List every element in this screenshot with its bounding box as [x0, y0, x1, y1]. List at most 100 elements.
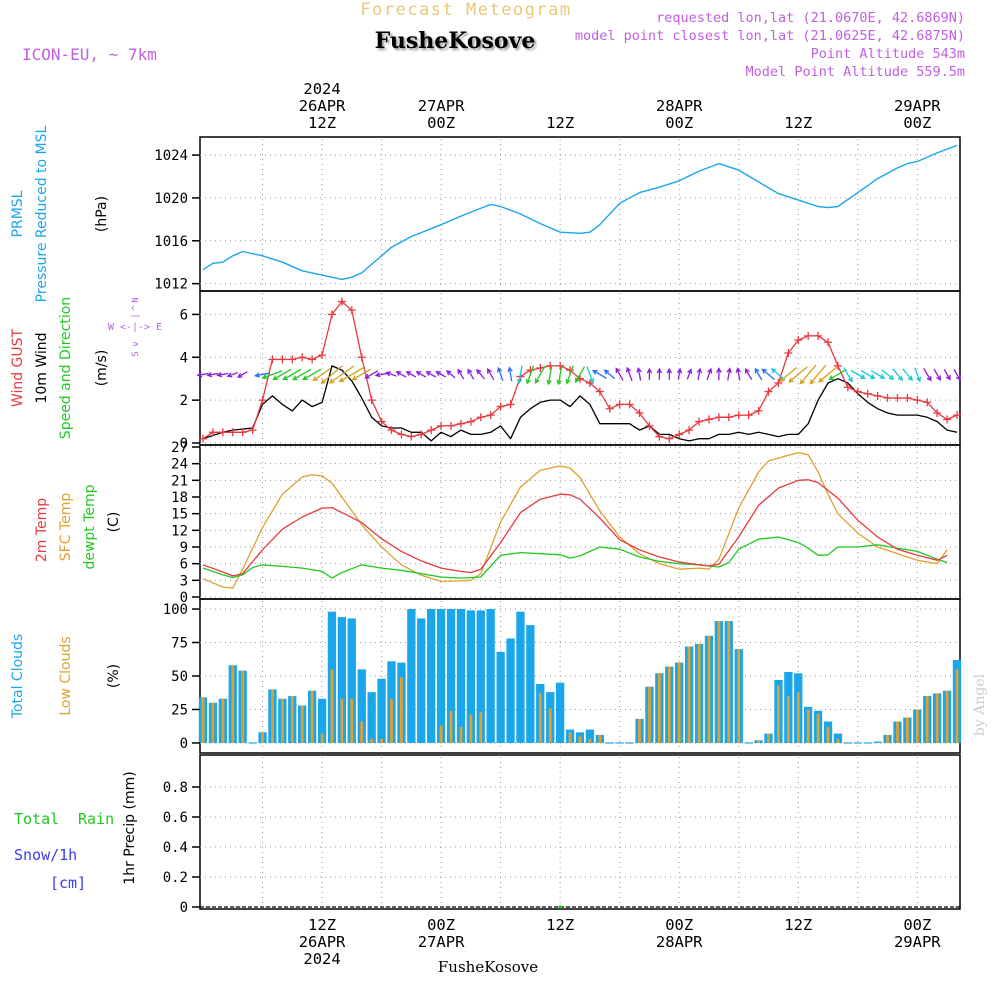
low-cloud-bar	[648, 686, 651, 743]
y-tick-label: 6	[180, 557, 188, 573]
low-cloud-bar	[350, 698, 354, 743]
low-cloud-bar	[796, 692, 800, 743]
low-cloud-bar	[231, 665, 235, 743]
wind-gust-marker	[486, 411, 495, 420]
wind-direction-arrow	[338, 366, 365, 383]
wind-gust-marker	[546, 361, 555, 370]
low-cloud-bar	[737, 649, 741, 743]
low-cloud-bar	[836, 738, 840, 743]
cloud-labels: Total Clouds Low Clouds (%) by Angel	[10, 634, 988, 736]
bottom-time-label: 12Z	[308, 916, 336, 934]
wind-gust-marker	[903, 394, 912, 402]
low-cloud-bar	[310, 690, 314, 743]
wind-gust-marker	[397, 430, 406, 439]
low-cloud-bar	[906, 717, 909, 743]
y-tick-label: 1020	[154, 191, 188, 207]
low-cloud-bar	[459, 726, 463, 743]
y-axis-ticks: 1012101610201024024603691215182124270255…	[154, 148, 200, 916]
wind-direction-arrow	[546, 364, 553, 386]
wind-gust-marker	[843, 383, 852, 392]
top-time-label: 12Z	[308, 114, 336, 132]
wind-direction-arrow	[902, 368, 913, 382]
total-cloud-bar	[407, 609, 416, 743]
top-time-label: 27APR	[418, 97, 465, 115]
wind-direction-arrow	[261, 370, 283, 380]
wind-direction-arrow	[770, 368, 786, 381]
y-tick-label: 75	[171, 636, 188, 652]
wind-gust-marker	[675, 430, 684, 439]
precip-unit: 1hr Precip (mm)	[122, 771, 138, 884]
low-cloud-bar	[826, 726, 830, 743]
y-tick-label: 0	[180, 736, 188, 752]
wind-direction-arrow	[726, 367, 732, 381]
wind-direction-arrow	[328, 365, 355, 384]
wind-gust-marker	[754, 406, 763, 415]
wind-direction-arrow	[556, 364, 563, 386]
wind-direction-arrow	[744, 368, 753, 381]
rain-marker	[558, 905, 562, 909]
low-cloud-bar	[707, 635, 711, 743]
wind-gust-marker	[357, 353, 366, 362]
bottom-time-label: 12Z	[784, 916, 812, 934]
snow-label: Snow/1h	[14, 846, 77, 864]
wind-direction-arrow	[696, 367, 703, 381]
low-cloud-bar	[290, 696, 294, 743]
total-cloud-bar	[486, 609, 495, 743]
total-cloud-bar	[466, 610, 475, 743]
y-tick-label: 0.6	[163, 810, 188, 826]
bottom-time-label: 00Z	[665, 916, 693, 934]
top-time-label: 28APR	[656, 97, 703, 115]
wind-gust-marker	[238, 428, 247, 437]
low-cloud-bar	[955, 669, 959, 743]
top-time-label: 26APR	[299, 97, 346, 115]
wind-gust-marker	[913, 396, 922, 405]
low-cloud-bar	[578, 736, 582, 743]
top-time-label: 00Z	[665, 114, 693, 132]
wind-gust-marker	[506, 400, 515, 409]
wind-gust-marker	[744, 411, 753, 420]
bottom-time-label: 00Z	[903, 916, 931, 934]
wind-gust-line	[202, 300, 958, 440]
wind-gust-marker	[635, 409, 644, 417]
wind-direction-arrow	[525, 365, 535, 385]
low-cloud-bar	[727, 621, 731, 743]
low-cloud-bar	[241, 670, 245, 743]
wind-direction-arrow	[754, 367, 763, 381]
low-cloud-bar	[300, 705, 304, 743]
wind-gust-marker	[734, 411, 743, 420]
low-cloud-bar	[201, 697, 205, 743]
low-cloud-bar	[469, 714, 473, 743]
y-tick-label: 50	[171, 669, 188, 685]
wind-gust-marker	[268, 355, 277, 364]
wind-direction-arrow	[676, 367, 683, 380]
low-cloud-bar	[588, 738, 592, 743]
wind-direction-arrow	[591, 369, 607, 379]
wind-gust-marker	[784, 349, 793, 357]
wind-direction-arrow	[666, 367, 672, 380]
wind-gust-marker	[308, 355, 317, 364]
temp-2m-line	[202, 479, 948, 577]
low-cloud-bar	[925, 696, 929, 743]
pressure-labels: PRMSL Pressure Reduced to MSL (hPa)	[10, 125, 110, 302]
wind-direction-arrow	[586, 366, 595, 384]
wind-gust-marker	[605, 404, 614, 413]
y-tick-label: 6	[180, 307, 188, 323]
top-time-label: 29APR	[894, 97, 941, 115]
wind-direction-arrow	[364, 370, 379, 379]
wind-gust-marker	[695, 417, 704, 426]
wind-gust-marker	[466, 417, 475, 426]
wind-dir-label: Speed and Direction	[58, 297, 74, 439]
low-cloud-bar	[697, 643, 701, 743]
pressure-label-prmsl: PRMSL	[10, 190, 26, 237]
wind-direction-arrow	[272, 368, 292, 381]
total-cloud-bar	[417, 618, 426, 743]
low-cloud-bar	[400, 677, 403, 743]
wind-gust-marker	[208, 428, 217, 437]
total-cloud-bar	[357, 669, 366, 743]
wind-direction-arrow	[507, 366, 513, 382]
low-clouds-label: Low Clouds	[58, 636, 74, 715]
temp-2m-label: 2m Temp	[34, 498, 50, 562]
wind-10m-label: 10m Wind	[34, 332, 50, 403]
total-cloud-bar	[496, 651, 505, 743]
wind-gust-label: Wind GUST	[10, 328, 26, 407]
